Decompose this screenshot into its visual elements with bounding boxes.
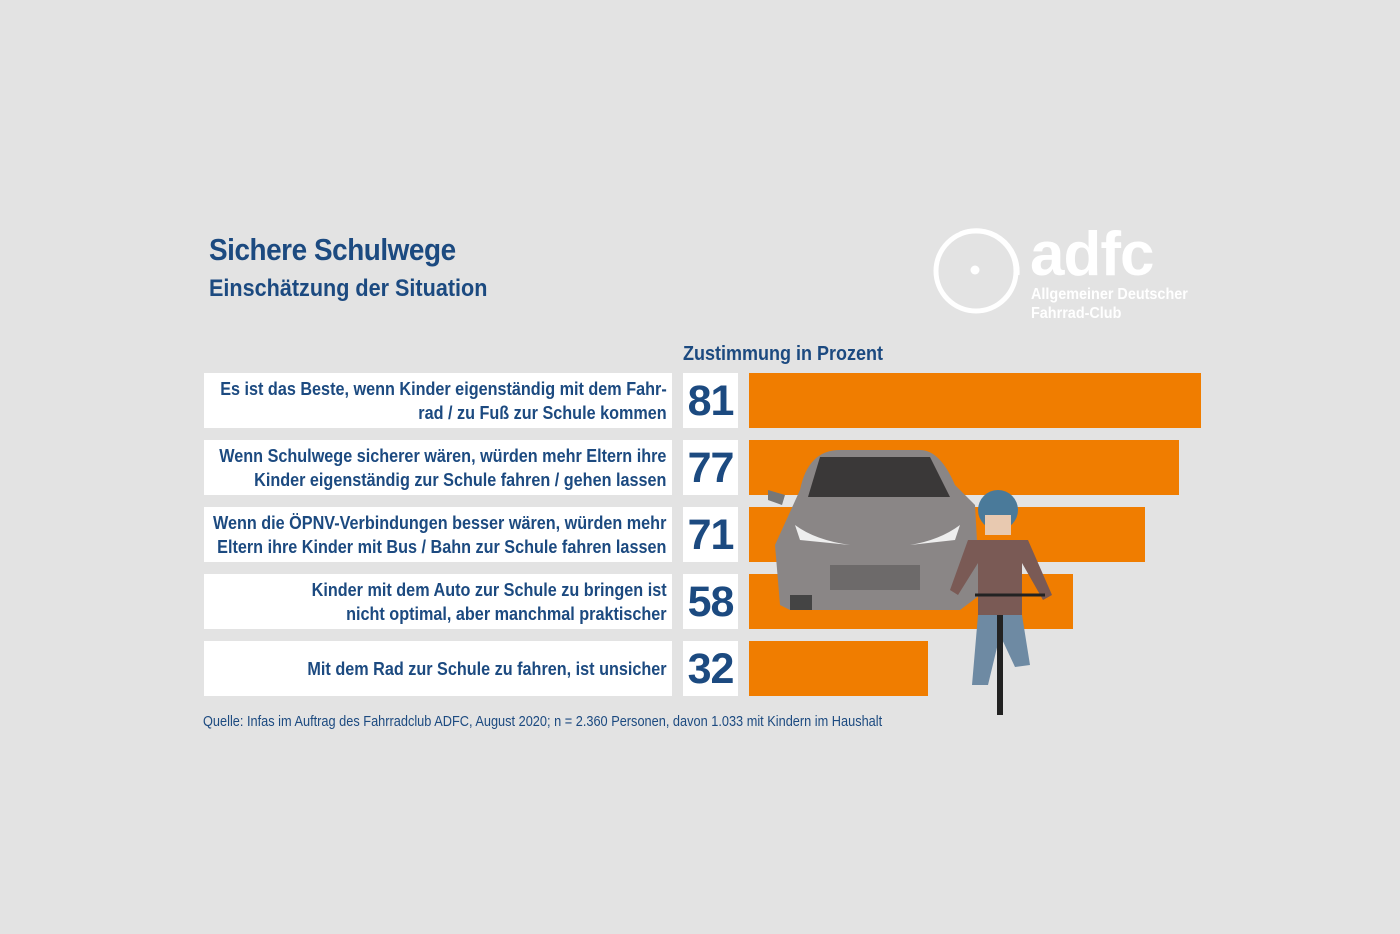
bar-row: Kinder mit dem Auto zur Schule zu bringe… — [0, 574, 1400, 629]
category-label: Kinder mit dem Auto zur Schule zu bringe… — [251, 578, 672, 626]
value-label: 77 — [683, 440, 738, 495]
source-note: Quelle: Infas im Auftrag des Fahrradclub… — [203, 714, 883, 730]
logo-line1: Allgemeiner Deutscher — [1031, 286, 1188, 303]
bar-row: Es ist das Beste, wenn Kinder eigenständ… — [0, 373, 1400, 428]
category-label-box: Wenn die ÖPNV-Verbindungen besser wären,… — [204, 507, 672, 562]
chart-title: Sichere Schulwege — [209, 232, 456, 267]
value-label: 81 — [683, 373, 738, 428]
value-label: 71 — [683, 507, 738, 562]
bar — [749, 373, 1201, 428]
category-label-line: Kinder mit dem Auto zur Schule zu bringe… — [311, 579, 667, 600]
category-label-line: nicht optimal, aber manchmal praktischer — [346, 603, 667, 624]
car-and-cyclist-illustration — [768, 450, 1052, 715]
category-label-line: Es ist das Beste, wenn Kinder eigenständ… — [220, 378, 667, 399]
category-label-box: Mit dem Rad zur Schule zu fahren, ist un… — [204, 641, 672, 696]
bar-row: Wenn die ÖPNV-Verbindungen besser wären,… — [0, 507, 1400, 562]
x-axis-label: Zustimmung in Prozent — [683, 343, 883, 365]
category-label: Wenn Schulwege sicherer wären, würden me… — [219, 444, 672, 492]
bar-row: Wenn Schulwege sicherer wären, würden me… — [0, 440, 1400, 495]
category-label-line: Mit dem Rad zur Schule zu fahren, ist un… — [307, 658, 667, 679]
category-label: Mit dem Rad zur Schule zu fahren, ist un… — [251, 657, 672, 681]
logo-subtitle: Allgemeiner Deutscher Fahrrad-Club — [1031, 285, 1188, 323]
value-label: 32 — [683, 641, 738, 696]
category-label-box: Wenn Schulwege sicherer wären, würden me… — [204, 440, 672, 495]
category-label: Wenn die ÖPNV-Verbindungen besser wären,… — [213, 511, 672, 559]
value-label: 58 — [683, 574, 738, 629]
category-label-line: Wenn Schulwege sicherer wären, würden me… — [219, 445, 667, 466]
category-label-line: rad / zu Fuß zur Schule kommen — [418, 402, 667, 423]
logo-wordmark: adfc — [1030, 220, 1154, 289]
logo-line2: Fahrrad-Club — [1031, 305, 1122, 322]
category-label-box: Kinder mit dem Auto zur Schule zu bringe… — [204, 574, 672, 629]
category-label-line: Eltern ihre Kinder mit Bus / Bahn zur Sc… — [217, 536, 667, 557]
category-label-box: Es ist das Beste, wenn Kinder eigenständ… — [204, 373, 672, 428]
chart-subtitle: Einschätzung der Situation — [209, 275, 488, 302]
bar-row: Mit dem Rad zur Schule zu fahren, ist un… — [0, 641, 1400, 696]
adfc-logo-icon — [933, 228, 1020, 314]
category-label-line: Wenn die ÖPNV-Verbindungen besser wären,… — [213, 512, 667, 533]
category-label-line: Kinder eigenständig zur Schule fahren / … — [254, 469, 667, 490]
bar — [749, 641, 928, 696]
category-label: Es ist das Beste, wenn Kinder eigenständ… — [220, 377, 672, 425]
